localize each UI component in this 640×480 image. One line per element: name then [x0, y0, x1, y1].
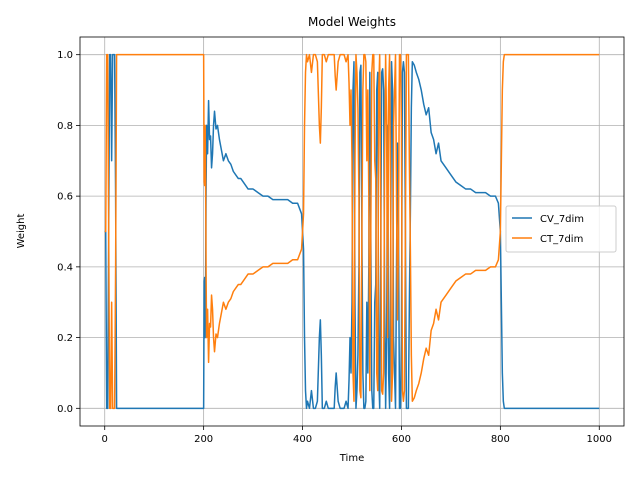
legend-label-ct-7dim: CT_7dim — [540, 234, 583, 245]
x-axis-ticks: 0 200 400 600 800 1000 — [102, 426, 612, 445]
y-tick-label: 0.4 — [57, 262, 73, 273]
series-lines — [104, 53, 600, 410]
series-line-cv-7dim — [104, 53, 600, 410]
y-axis-label: Weight — [16, 214, 27, 249]
y-tick-label: 1.0 — [57, 50, 73, 61]
chart-title: Model Weights — [308, 15, 396, 29]
plot-frame — [79, 36, 625, 427]
legend-label-cv-7dim: CV_7dim — [540, 214, 584, 225]
y-tick-label: 0.2 — [57, 333, 73, 344]
y-tick-label: 0.0 — [57, 404, 73, 415]
y-tick-label: 0.6 — [57, 192, 73, 203]
y-axis-ticks: 0.0 0.2 0.4 0.6 0.8 1.0 — [57, 50, 80, 415]
x-tick-label: 800 — [491, 434, 510, 445]
x-tick-label: 0 — [102, 434, 108, 445]
legend: CV_7dim CT_7dim — [505, 205, 617, 253]
x-tick-label: 1000 — [587, 434, 612, 445]
x-tick-label: 400 — [293, 434, 312, 445]
x-tick-label: 600 — [392, 434, 411, 445]
x-tick-label: 200 — [194, 434, 213, 445]
y-tick-label: 0.8 — [57, 121, 73, 132]
legend-box — [505, 205, 617, 253]
x-axis-label: Time — [339, 453, 364, 464]
series-line-ct-7dim — [104, 53, 600, 410]
